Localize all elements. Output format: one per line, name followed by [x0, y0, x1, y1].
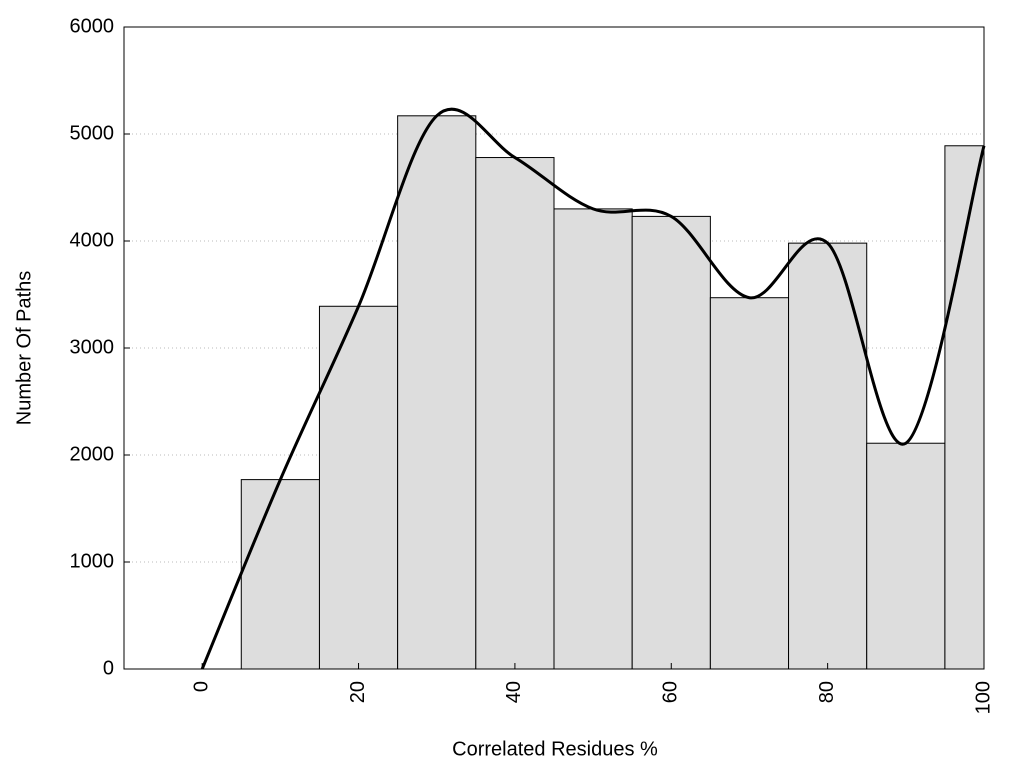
- bar: [397, 115, 477, 670]
- plot-frame: [123, 26, 985, 670]
- x-axis-label: Correlated Residues %: [452, 738, 658, 760]
- bar: [866, 442, 946, 670]
- bar: [709, 297, 790, 670]
- bar: [475, 157, 555, 670]
- x-tick-label: 80: [816, 681, 838, 703]
- bar: [318, 305, 399, 670]
- x-tick-label: 60: [660, 681, 682, 703]
- bar: [240, 479, 320, 670]
- y-tick-label: 3000: [70, 336, 115, 358]
- y-tick-label: 6000: [70, 15, 115, 37]
- y-tick-label: 1000: [70, 550, 115, 572]
- y-axis-label: Number Of Paths: [13, 271, 35, 426]
- bar: [631, 215, 711, 670]
- bar: [553, 208, 633, 670]
- bar: [788, 242, 868, 670]
- y-tick-label: 2000: [70, 443, 115, 465]
- y-tick-label: 0: [103, 657, 114, 679]
- x-tick-label: 100: [972, 681, 994, 714]
- bar: [944, 145, 985, 670]
- x-tick-label: 40: [503, 681, 525, 703]
- y-tick-label: 5000: [70, 122, 115, 144]
- y-tick-label: 4000: [70, 229, 115, 251]
- line: [200, 107, 986, 670]
- x-tick-label: 0: [190, 681, 212, 692]
- x-tick-label: 20: [347, 681, 369, 703]
